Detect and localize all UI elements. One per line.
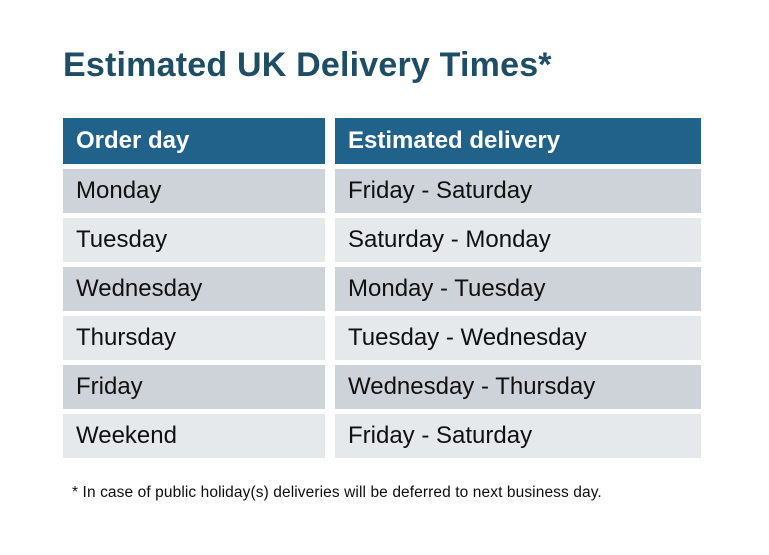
table-cell-order-day: Monday xyxy=(63,169,325,213)
table-cell-order-day: Weekend xyxy=(63,414,325,458)
table-cell-order-day: Friday xyxy=(63,365,325,409)
table-cell-order-day: Wednesday xyxy=(63,267,325,311)
table-cell-delivery: Monday - Tuesday xyxy=(335,267,701,311)
public-holiday-footnote: * In case of public holiday(s) deliverie… xyxy=(72,484,602,501)
column-header-order-day: Order day xyxy=(63,118,325,164)
table-cell-delivery: Tuesday - Wednesday xyxy=(335,316,701,360)
table-cell-order-day: Thursday xyxy=(63,316,325,360)
table-cell-order-day: Tuesday xyxy=(63,218,325,262)
table-cell-delivery: Wednesday - Thursday xyxy=(335,365,701,409)
table-cell-delivery: Friday - Saturday xyxy=(335,414,701,458)
delivery-times-table: Order day Estimated delivery Monday Frid… xyxy=(63,118,701,458)
table-cell-delivery: Friday - Saturday xyxy=(335,169,701,213)
page-title: Estimated UK Delivery Times* xyxy=(63,46,552,84)
column-header-estimated-delivery: Estimated delivery xyxy=(335,118,701,164)
table-cell-delivery: Saturday - Monday xyxy=(335,218,701,262)
